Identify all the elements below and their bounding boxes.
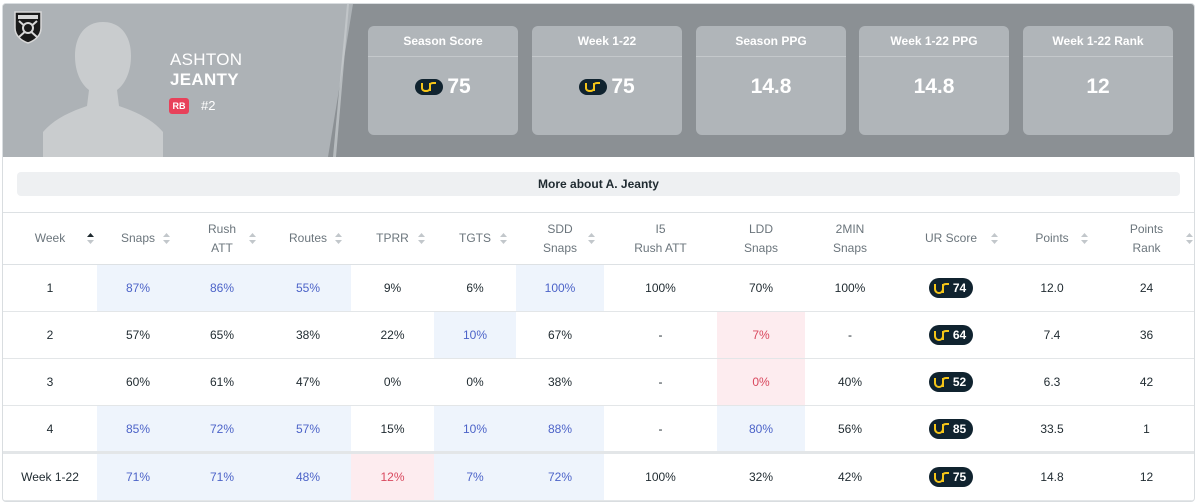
stat-card-label: Season PPG [696,26,846,57]
ur-score-badge: 75 [928,467,974,487]
column-header-rush-att[interactable]: Rush ATT [179,212,265,265]
sort-asc-icon [87,233,94,244]
sort-icon [991,233,998,244]
stat-card-label: Week 1-22 PPG [859,26,1009,57]
ur-score-badge: 85 [928,418,974,439]
ur-logo-icon [933,282,949,294]
raiders-shield-icon [14,11,42,44]
table-total-row: Week 1-22 71% 71% 48% 12% 7% 72% 100% 32… [3,451,1194,501]
ur-logo-icon [933,376,949,388]
stat-card-label: Season Score [368,26,518,57]
stat-card-value: 14.8 [913,75,955,98]
ur-logo-icon [933,423,949,434]
table-row: 3 60% 61% 47% 0% 0% 38% - 0% 40% 52 6.3 … [3,358,1194,406]
stat-card-week-rank: Week 1-22 Rank 12 [1023,26,1173,135]
player-first-name: ASHTON [170,50,243,69]
table-row: 2 57% 65% 38% 22% 10% 67% - 7% - 64 7.4 … [3,311,1194,359]
column-header-week[interactable]: Week [3,212,97,265]
column-header-i5-rush-att[interactable]: I5 Rush ATT [604,212,717,265]
sort-icon [1081,233,1088,244]
stat-card-value: 75 [611,75,635,98]
column-header-ldd-snaps[interactable]: LDD Snaps [717,212,805,265]
column-header-2min-snaps[interactable]: 2MIN Snaps [805,212,895,265]
sort-icon [335,233,342,244]
stat-card-season-ppg: Season PPG 14.8 [696,26,846,135]
sort-icon [163,233,170,244]
weekly-stats-table: Week Snaps Rush ATT Routes TPRR TGTS SDD S… [3,212,1194,501]
stat-card-value: 75 [447,75,471,98]
sort-icon [1186,233,1193,244]
stat-card-value: 14.8 [750,75,792,98]
ur-logo-icon [415,79,444,95]
sort-icon [500,233,507,244]
column-header-points[interactable]: Points [1007,212,1097,265]
ur-score-badge: 74 [928,278,974,298]
stat-card-week-score: Week 1-22 75 [532,26,682,135]
table-row: 1 87% 86% 55% 9% 6% 100% 100% 70% 100% 7… [3,264,1194,312]
column-header-tgts[interactable]: TGTS [434,212,516,265]
sort-icon [249,233,256,244]
column-header-tprr[interactable]: TPRR [351,212,434,265]
ur-score-badge: 52 [928,372,974,392]
column-header-sdd-snaps[interactable]: SDD Snaps [516,212,604,265]
jersey-number: #2 [201,98,216,113]
ur-logo-icon [933,329,949,341]
column-header-ur-score[interactable]: UR Score [895,212,1007,265]
stat-card-label: Week 1-22 Rank [1023,26,1173,57]
ur-logo-icon [579,79,608,95]
ur-logo-icon [933,471,949,483]
column-header-snaps[interactable]: Snaps [97,212,179,265]
more-about-player-button[interactable]: More about A. Jeanty [17,172,1180,196]
column-header-points-rank[interactable]: Points Rank [1097,212,1194,265]
player-header: ASHTON JEANTY RB #2 Season Score 75 Week… [3,4,1194,157]
player-last-name: JEANTY [170,70,239,89]
ur-score-badge: 64 [928,325,974,345]
sort-icon [418,233,425,244]
table-row: 4 85% 72% 57% 15% 10% 88% - 80% 56% 85 3… [3,405,1194,453]
table-header-row: Week Snaps Rush ATT Routes TPRR TGTS SDD S… [3,212,1194,265]
stat-card-season-score: Season Score 75 [368,26,518,135]
sort-icon [588,233,595,244]
stat-card-value: 12 [1086,75,1110,98]
player-silhouette-icon [43,22,163,157]
column-header-routes[interactable]: Routes [265,212,351,265]
player-panel: ASHTON JEANTY RB #2 Season Score 75 Week… [2,3,1195,502]
stat-card-label: Week 1-22 [532,26,682,57]
position-badge: RB [169,98,189,114]
stat-card-week-ppg: Week 1-22 PPG 14.8 [859,26,1009,135]
